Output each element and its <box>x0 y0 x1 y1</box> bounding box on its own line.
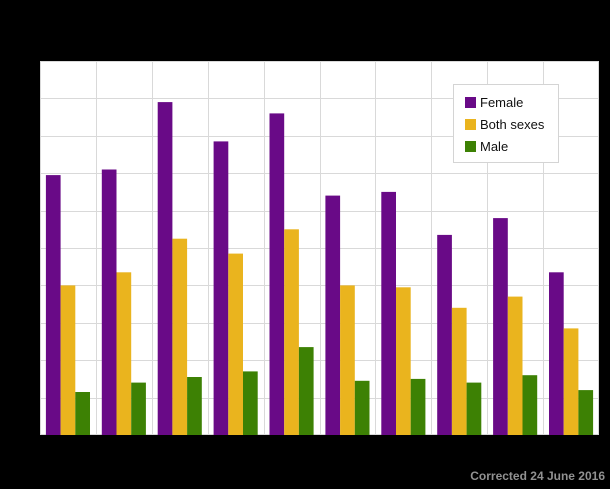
bar-male-group-1[interactable] <box>75 392 90 435</box>
correction-note: Corrected 24 June 2016 <box>470 469 605 483</box>
bar-female-group-6[interactable] <box>325 195 341 435</box>
bar-male-group-5[interactable] <box>298 347 314 435</box>
legend-label-female: Female <box>480 94 524 110</box>
bar-male-group-2[interactable] <box>131 382 146 435</box>
bar-both-sexes-group-6[interactable] <box>340 285 355 435</box>
bar-female-group-10[interactable] <box>549 272 564 435</box>
bar-female-group-4[interactable] <box>213 141 229 435</box>
bar-male-group-10[interactable] <box>578 390 594 435</box>
bar-both-sexes-group-9[interactable] <box>507 296 523 435</box>
bar-female-group-2[interactable] <box>101 169 117 436</box>
bar-female-group-5[interactable] <box>269 113 285 435</box>
legend-label-both-sexes: Both sexes <box>480 116 545 132</box>
bar-both-sexes-group-3[interactable] <box>172 238 188 435</box>
bar-both-sexes-group-5[interactable] <box>284 229 299 435</box>
series-both-sexes <box>60 229 579 435</box>
legend-item-both-sexes[interactable]: Both sexes <box>465 113 548 135</box>
bar-female-group-3[interactable] <box>157 102 173 435</box>
bar-female-group-1[interactable] <box>45 175 61 435</box>
bar-female-group-8[interactable] <box>437 234 452 435</box>
bar-male-group-7[interactable] <box>410 378 426 435</box>
bar-male-group-4[interactable] <box>243 371 258 435</box>
legend: Female Both sexes Male <box>453 84 559 163</box>
legend-item-male[interactable]: Male <box>465 135 548 157</box>
bar-female-group-9[interactable] <box>493 218 508 435</box>
bar-both-sexes-group-4[interactable] <box>228 253 243 435</box>
legend-item-female[interactable]: Female <box>465 91 548 113</box>
bar-both-sexes-group-1[interactable] <box>60 285 76 435</box>
bar-both-sexes-group-8[interactable] <box>451 307 467 435</box>
bar-male-group-6[interactable] <box>354 380 370 435</box>
bar-female-group-7[interactable] <box>381 191 396 435</box>
series-male <box>75 347 594 435</box>
bar-male-group-9[interactable] <box>522 375 538 435</box>
legend-label-male: Male <box>480 138 509 154</box>
grouped-bar-chart <box>40 61 599 435</box>
both-sexes-swatch-icon <box>465 118 476 130</box>
bar-both-sexes-group-10[interactable] <box>563 328 579 435</box>
series-female <box>45 102 564 436</box>
bar-male-group-8[interactable] <box>466 382 482 435</box>
bar-both-sexes-group-7[interactable] <box>396 287 411 435</box>
female-swatch-icon <box>465 96 476 108</box>
male-swatch-icon <box>465 140 476 152</box>
bar-both-sexes-group-2[interactable] <box>116 272 132 435</box>
bar-male-group-3[interactable] <box>187 377 202 435</box>
